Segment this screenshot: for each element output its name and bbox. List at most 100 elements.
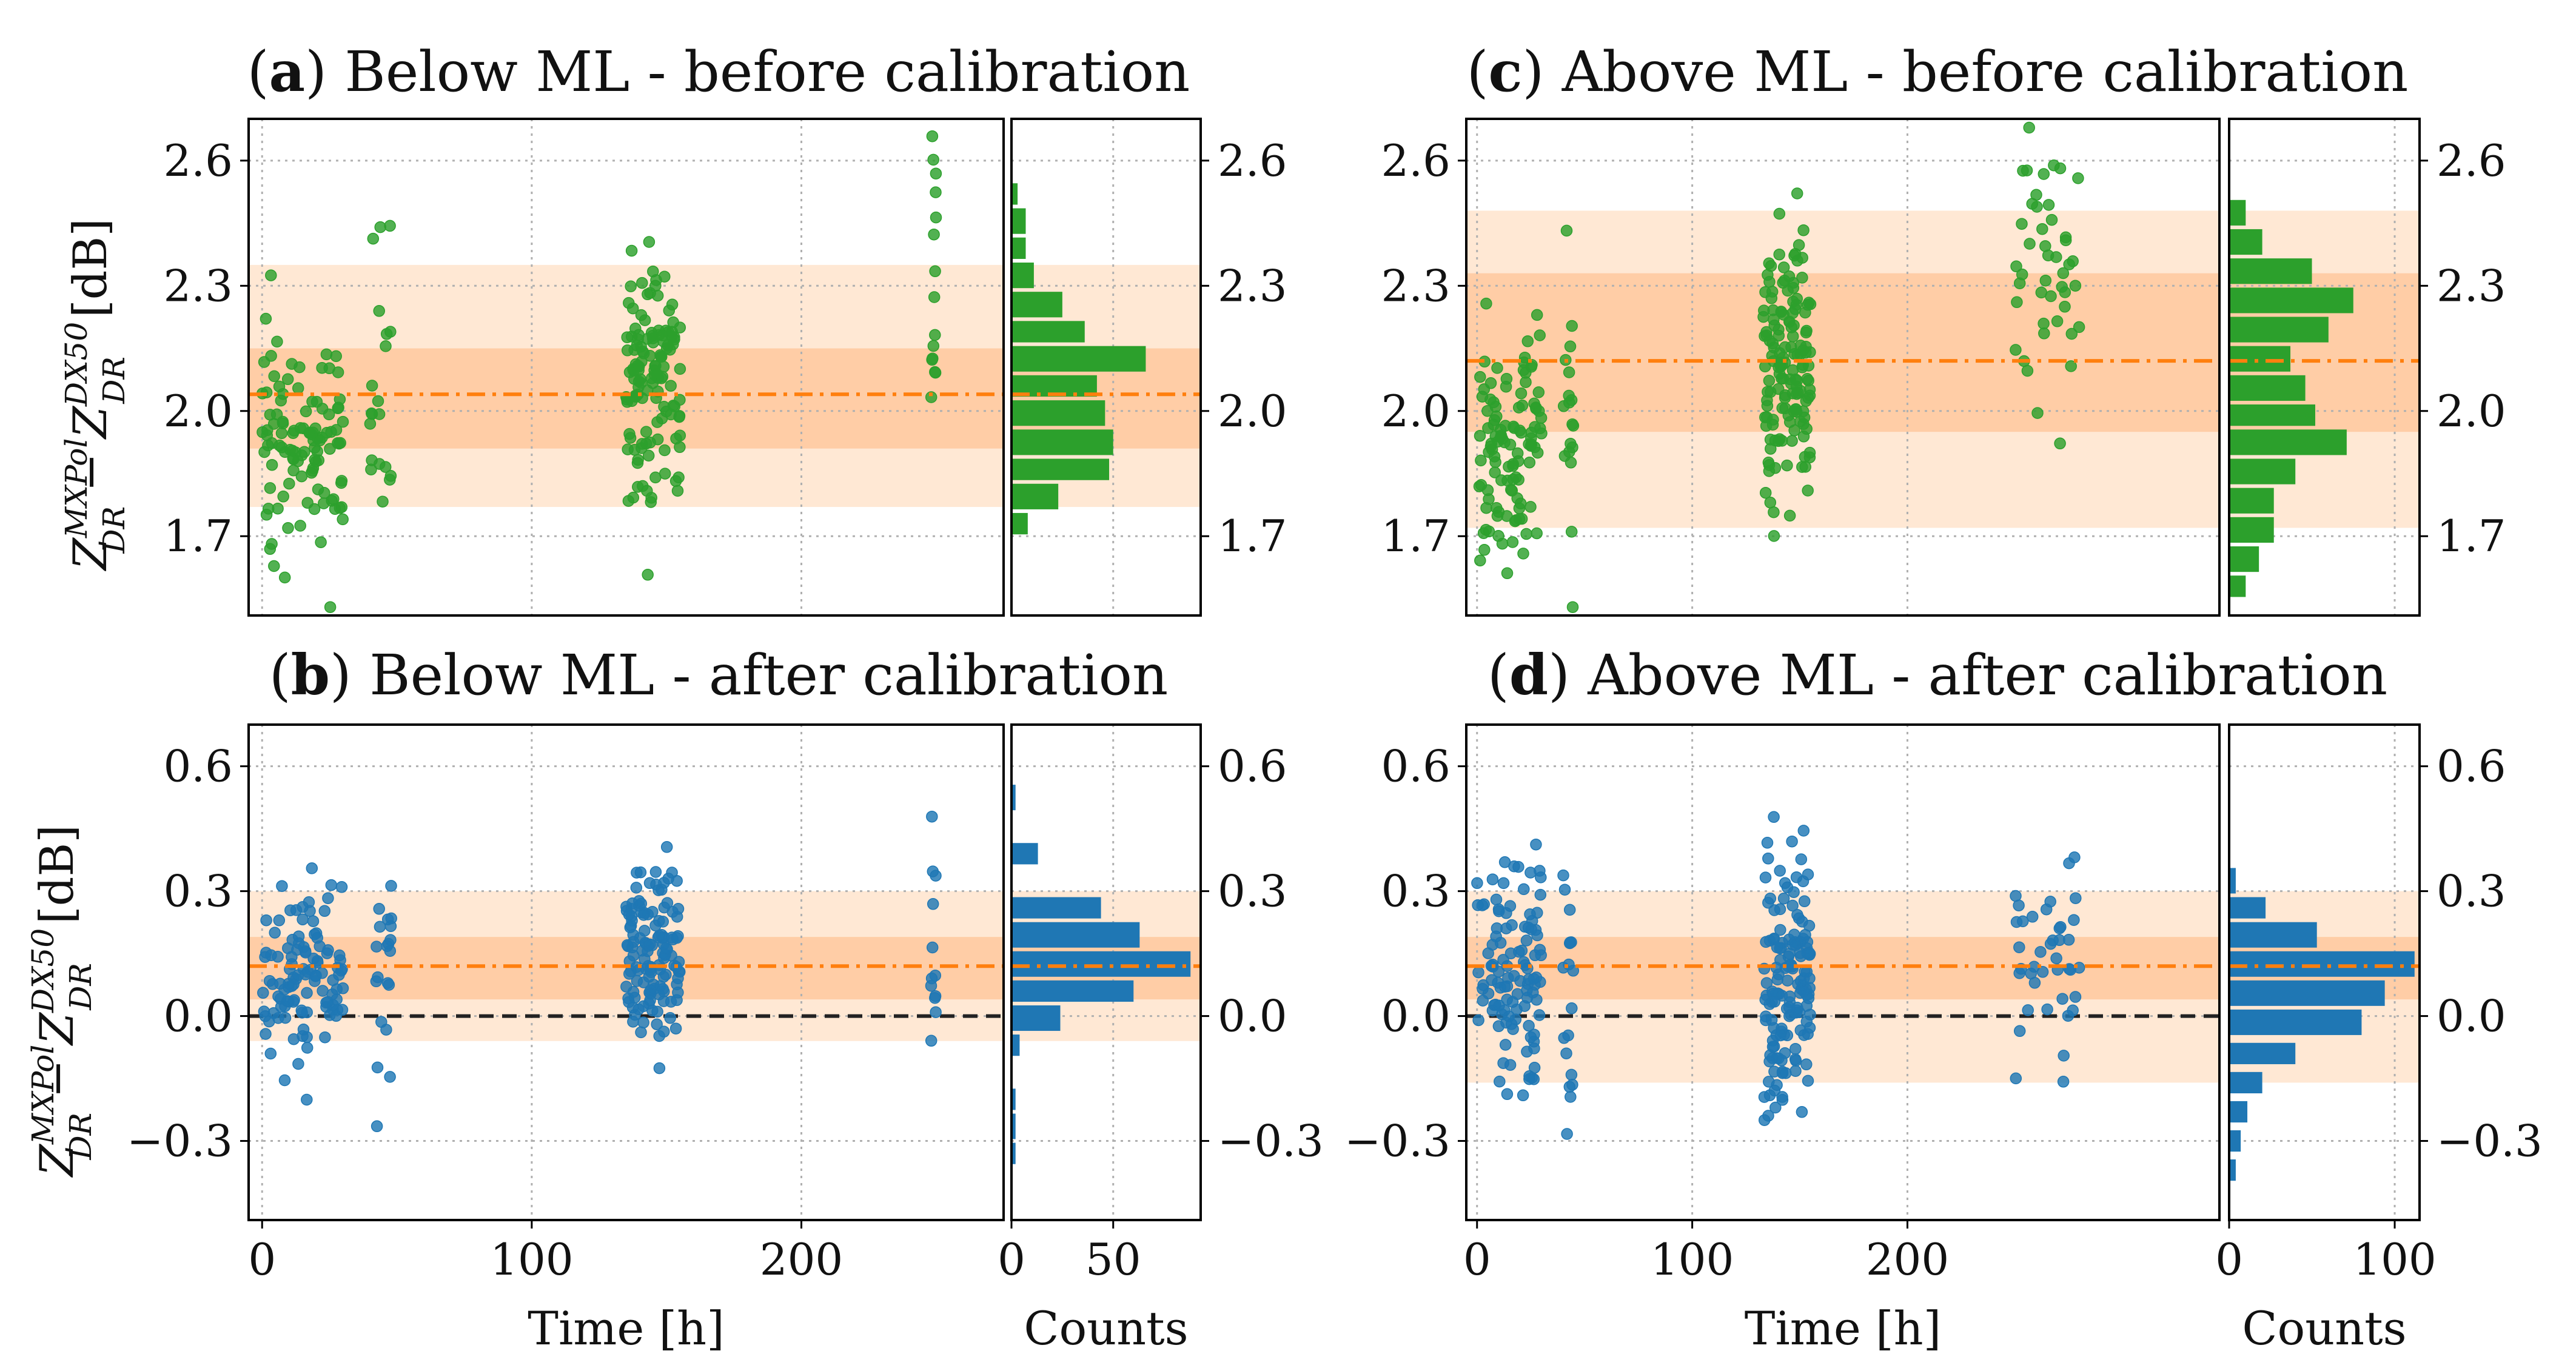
- scatter-point: [926, 354, 938, 366]
- scatter-point: [375, 1016, 387, 1028]
- scatter-point: [2068, 851, 2081, 863]
- scatter-point: [2010, 344, 2022, 356]
- scatter-point: [373, 408, 386, 420]
- hist-bar: [2229, 951, 2415, 977]
- scatter-point: [272, 951, 284, 963]
- scatter-point: [295, 470, 308, 483]
- scatter-point: [383, 979, 395, 991]
- y-tick-label: 0.3: [163, 866, 233, 917]
- scatter-point: [625, 244, 638, 257]
- panel-title-open-paren: (: [1488, 643, 1509, 708]
- hist-x-tick-label: 0: [998, 1234, 1025, 1285]
- scatter-point: [1786, 387, 1799, 400]
- y-label-sub2: DR: [63, 963, 98, 1011]
- hist-bar: [1011, 1113, 1016, 1139]
- right-y-tick-label: 1.7: [2437, 511, 2506, 562]
- hist-bar: [1011, 183, 1018, 205]
- x-tick-label: 200: [760, 1234, 843, 1285]
- scatter-point: [1776, 1054, 1788, 1067]
- scatter-point: [259, 951, 271, 963]
- scatter-point: [671, 485, 684, 497]
- y-label-sub: DR: [96, 506, 132, 554]
- scatter-point: [268, 370, 280, 383]
- scatter-point: [1508, 970, 1520, 982]
- scatter-point: [1501, 567, 1514, 580]
- scatter-point: [301, 1042, 314, 1054]
- scatter-point: [272, 990, 284, 1002]
- scatter-point: [1782, 284, 1794, 297]
- scatter-point: [1800, 423, 1813, 435]
- scatter-point: [930, 211, 942, 224]
- scatter-point: [629, 323, 642, 335]
- scatter-point: [1527, 986, 1539, 999]
- scatter-point: [641, 485, 653, 497]
- y-label-z: Z: [63, 537, 117, 571]
- scatter-point: [639, 925, 651, 937]
- scatter-point: [1768, 1065, 1780, 1078]
- scatter-point: [1523, 1019, 1535, 1032]
- scatter-point: [381, 940, 394, 952]
- hist-bar: [1011, 321, 1085, 343]
- scatter-point: [643, 236, 656, 248]
- scatter-point: [1494, 1075, 1506, 1088]
- scatter-point: [645, 327, 658, 339]
- scatter-point: [666, 298, 679, 311]
- scatter-point: [1480, 501, 1492, 514]
- scatter-point: [2065, 360, 2077, 372]
- scatter-point: [927, 340, 940, 352]
- scatter-point: [1798, 1029, 1810, 1041]
- scatter-point: [2054, 437, 2066, 450]
- scatter-point: [1758, 1091, 1771, 1103]
- scatter-point: [630, 882, 643, 894]
- scatter-point: [272, 502, 284, 515]
- scatter-point: [929, 366, 942, 379]
- scatter-point: [647, 265, 659, 278]
- panel-title-open-paren: (: [247, 39, 269, 104]
- scatter-point: [1518, 883, 1530, 896]
- scatter-point: [1472, 966, 1484, 979]
- scatter-point: [364, 418, 377, 430]
- scatter-point: [2036, 966, 2049, 978]
- main-plot-area-c: [1466, 119, 2219, 615]
- scatter-point: [318, 905, 331, 917]
- scatter-point: [2062, 1010, 2075, 1022]
- y-label-z: Z: [30, 1144, 84, 1178]
- scatter-point: [1774, 924, 1786, 936]
- scatter-point: [658, 952, 670, 964]
- scatter-point: [264, 482, 277, 494]
- scatter-point: [385, 880, 397, 892]
- scatter-point: [1797, 985, 1810, 998]
- scatter-point: [1561, 1128, 1573, 1140]
- scatter-point: [1762, 853, 1774, 865]
- hist-bar: [1011, 1142, 1016, 1164]
- hist-axes-frame: [2228, 118, 2421, 617]
- scatter-point: [2038, 168, 2050, 180]
- scatter-point: [2063, 258, 2075, 270]
- scatter-point: [322, 892, 334, 904]
- scatter-point: [2051, 315, 2064, 327]
- scatter-point: [301, 987, 313, 999]
- scatter-point: [373, 903, 385, 915]
- scatter-point: [1764, 434, 1777, 446]
- scatter-point: [1496, 537, 1509, 550]
- scatter-point: [1773, 323, 1785, 336]
- scatter-point: [644, 938, 656, 951]
- y-label-unit: [dB]: [30, 825, 84, 939]
- scatter-point: [1528, 397, 1540, 410]
- scatter-point: [318, 487, 330, 499]
- scatter-point: [925, 391, 937, 403]
- panel-title-letter: c: [1489, 39, 1523, 104]
- scatter-point: [664, 343, 676, 356]
- y-tick-label: 1.7: [1381, 511, 1451, 562]
- y-tick-label: −0.3: [1344, 1116, 1451, 1167]
- scatter-point: [1794, 975, 1807, 987]
- hist-bar: [1011, 843, 1038, 865]
- scatter-point: [1474, 370, 1486, 383]
- hist-plot-area-c: [2229, 119, 2420, 615]
- hist-bar: [1011, 951, 1191, 977]
- panel-title-letter: b: [291, 642, 330, 708]
- scatter-point: [1783, 270, 1796, 283]
- scatter-point: [925, 972, 938, 985]
- scatter-point: [1776, 435, 1788, 447]
- scatter-point: [1481, 404, 1494, 417]
